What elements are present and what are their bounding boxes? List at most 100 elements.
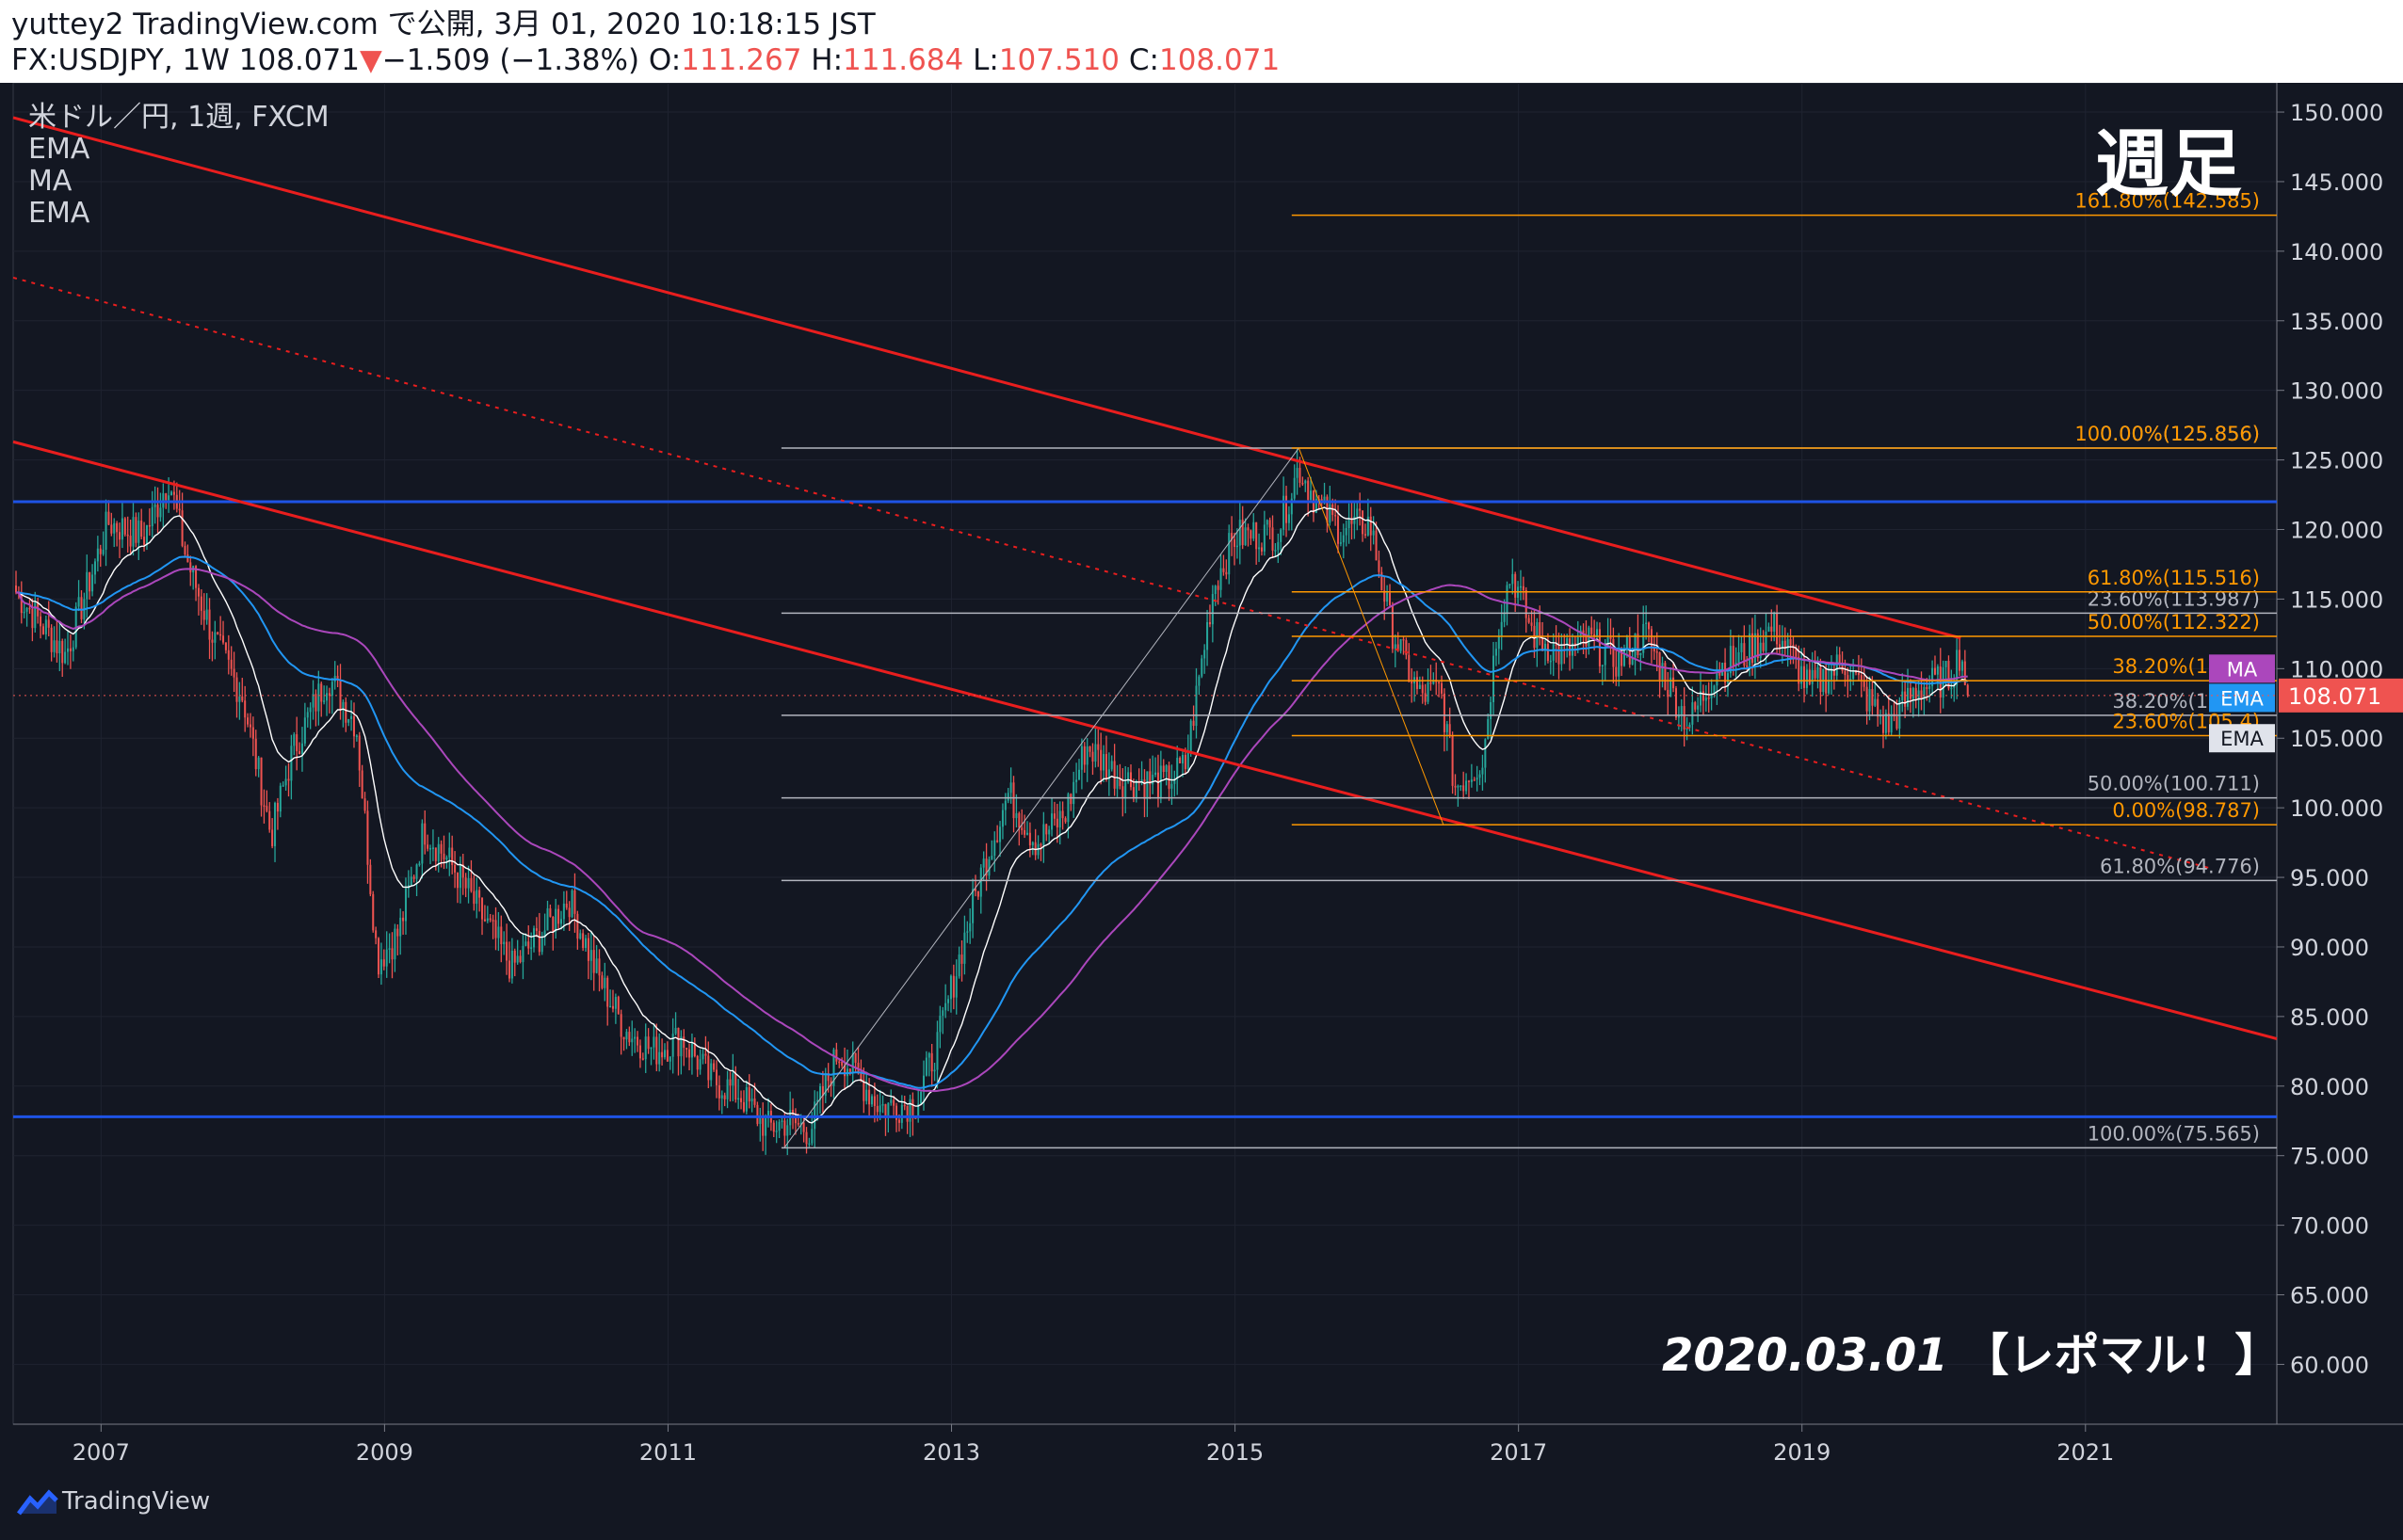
candle-body [352, 715, 355, 737]
candle-body [1762, 642, 1765, 651]
candle-body [254, 738, 257, 770]
candle-body [589, 950, 592, 961]
fib-orange-label: 0.00%(98.787) [2112, 799, 2260, 822]
fib-orange-label: 50.00%(112.322) [2088, 611, 2260, 634]
candle-body [1418, 684, 1421, 689]
candle-body [854, 1052, 857, 1064]
candle-body [1874, 698, 1877, 706]
candle-body [1366, 516, 1369, 536]
candle-body [543, 930, 546, 938]
candle-body [339, 680, 342, 711]
candle-body [1072, 781, 1075, 805]
candle-body [500, 926, 503, 945]
candle-body [1263, 524, 1266, 552]
candle-body [1339, 542, 1342, 544]
x-tick-label: 2007 [73, 1439, 130, 1466]
candle-body [1429, 682, 1432, 684]
candle-body [448, 847, 451, 858]
candle-body [993, 840, 996, 857]
price-chart[interactable]: 150.000 145.000 140.000 135.000 130.000 125.0… [0, 83, 2403, 1470]
candle-body [750, 1099, 753, 1102]
candle-body [1800, 666, 1803, 684]
candle-body [80, 597, 83, 619]
candle-body [328, 693, 331, 697]
candle-body [816, 1099, 819, 1102]
candle-body [1552, 644, 1555, 661]
y-tick-label: 145.000 [2290, 169, 2383, 196]
candle-body [1100, 749, 1103, 771]
candle-body [1549, 660, 1552, 663]
x-tick-label: 2015 [1206, 1439, 1264, 1466]
change-value: −1.509 (−1.38%) [381, 43, 640, 77]
candle-body [1691, 702, 1694, 725]
candle-body [1399, 638, 1402, 651]
candle-body [1601, 665, 1604, 667]
candle-body [1667, 689, 1669, 698]
candle-body [604, 977, 606, 988]
candle-body [671, 1034, 674, 1057]
candle-body [1661, 663, 1664, 681]
y-tick-label: 100.000 [2290, 795, 2383, 822]
candle-body [1097, 744, 1100, 750]
candle-body [1576, 637, 1579, 646]
candle-body [1298, 468, 1301, 483]
candle-body [434, 847, 437, 861]
candle-body [571, 890, 573, 918]
candle-body [107, 511, 110, 525]
candle-body [737, 1098, 740, 1100]
candle-body [461, 864, 464, 878]
candle-body [151, 506, 153, 527]
candle-body [284, 778, 287, 786]
tradingview-brand[interactable]: TradingView [17, 1487, 210, 1516]
candle-body [783, 1120, 786, 1136]
candle-body [129, 536, 132, 547]
candle-body [1909, 687, 1911, 699]
legend-ema-1[interactable]: EMA [28, 133, 90, 166]
y-tick-label: 75.000 [2290, 1144, 2369, 1170]
candle-body [1394, 644, 1396, 650]
candle-body [1443, 693, 1445, 732]
candle-body [592, 950, 595, 973]
candle-body [25, 607, 28, 612]
candle-body [66, 648, 70, 652]
candle-body [415, 864, 418, 879]
y-tick-label: 115.000 [2290, 586, 2383, 613]
candle-body [1849, 679, 1852, 681]
candle-body [1438, 682, 1441, 684]
candle-body [1143, 779, 1146, 799]
candle-body [1181, 754, 1185, 764]
candle-body [1168, 765, 1170, 789]
candle-body [666, 1050, 669, 1062]
candle-body [1015, 812, 1018, 819]
candle-body [309, 707, 312, 713]
candle-body [1928, 685, 1931, 689]
candle-body [942, 1010, 944, 1017]
candle-body [1631, 657, 1634, 665]
candle-body [369, 864, 372, 894]
candle-body [1494, 649, 1497, 656]
legend-ema-2[interactable]: EMA [28, 197, 90, 230]
candle-body [988, 858, 991, 876]
candle-body [729, 1079, 732, 1086]
candle-body [342, 701, 345, 711]
candle-body [1500, 621, 1503, 636]
candle-body [538, 930, 540, 953]
candle-body [1634, 634, 1637, 658]
candle-body [1506, 585, 1508, 614]
candle-body [378, 938, 380, 975]
candle-body [1258, 547, 1261, 550]
candle-body [1936, 666, 1939, 675]
candle-body [431, 847, 434, 849]
candle-body [1569, 638, 1572, 656]
legend-ma[interactable]: MA [28, 165, 73, 198]
candle-body [1271, 527, 1274, 551]
candle-body [1841, 663, 1844, 671]
candle-body [745, 1086, 748, 1112]
candle-body [1950, 687, 1953, 690]
candle-body [1944, 661, 1947, 667]
candle-body [1024, 829, 1026, 835]
candle-body [1198, 676, 1201, 686]
candle-body [222, 635, 225, 643]
candle-body [1389, 592, 1392, 606]
candle-body [350, 715, 353, 720]
